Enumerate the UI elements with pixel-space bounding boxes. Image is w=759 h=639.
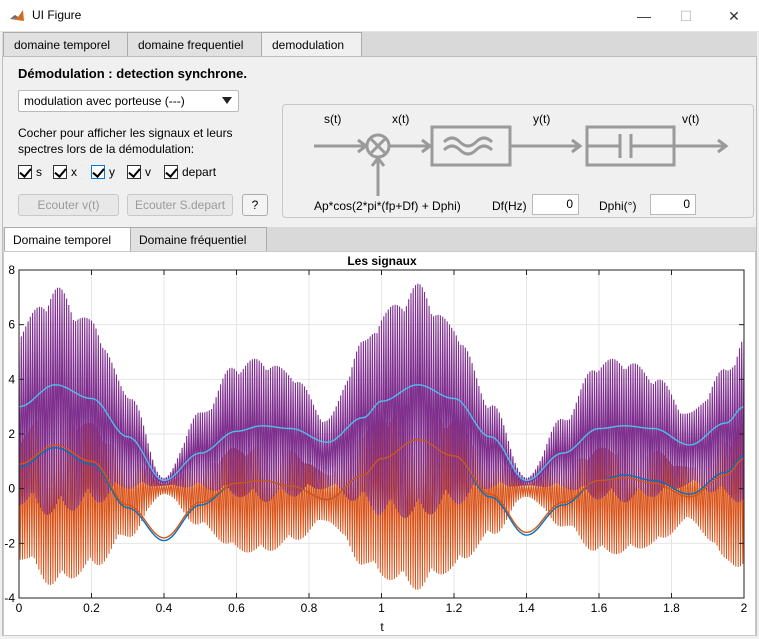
axes: 0 0.2 0.4 0.6 0.8 1 1.2 1.4 1.6 1.8 2 -4 -2 0 2 4 6 8: [4, 263, 747, 615]
block-diagram: [314, 125, 729, 196]
signals-chart: Les signaux t 0 0.2 0.4 0.6 0.8 1 1.2 1.4 1.6 1.8…: [4, 254, 747, 634]
title-bar: [0, 0, 759, 32]
tick-label-x: 2: [741, 601, 748, 615]
listen-v-button[interactable]: Ecouter v(t): [18, 194, 119, 216]
page-title: Démodulation : detection synchrone.: [18, 66, 247, 81]
checkmark-icon: [53, 165, 67, 179]
tab-domaine-frequentiel-sub[interactable]: Domaine fréquentiel: [130, 227, 267, 251]
checkmark-icon: [18, 165, 32, 179]
label-s: s(t): [324, 112, 342, 126]
minimize-button[interactable]: —: [637, 8, 651, 24]
df-label: Df(Hz): [492, 199, 527, 213]
checkmark-icon: [127, 165, 141, 179]
tick-label-x: 0.8: [301, 601, 318, 615]
tick-label-y: 2: [8, 427, 15, 441]
tick-label-y: -4: [4, 591, 15, 605]
tick-label-x: 0: [16, 601, 23, 615]
x-axis-label: t: [380, 620, 384, 634]
window-title: UI Figure: [32, 8, 82, 22]
checkmark-icon: [91, 165, 105, 179]
close-button[interactable]: ✕: [728, 7, 740, 24]
tick-label-y: 0: [8, 482, 15, 496]
chevron-down-icon: [222, 97, 232, 104]
tick-label-x: 0.4: [156, 601, 173, 615]
listen-depart-button[interactable]: Ecouter S.depart: [127, 194, 233, 216]
label-y: y(t): [533, 112, 551, 126]
label-v: v(t): [682, 112, 700, 126]
block-diagram-panel: [282, 104, 754, 218]
tab-domaine-frequentiel[interactable]: domaine frequentiel: [127, 32, 262, 56]
tick-label-y: 8: [8, 263, 15, 277]
tick-label-x: 1.6: [591, 601, 608, 615]
df-input[interactable]: 0: [532, 194, 579, 215]
maximize-button[interactable]: ☐: [679, 7, 693, 24]
tab-domaine-temporel-sub[interactable]: Domaine temporel: [4, 227, 131, 252]
tab-demodulation[interactable]: demodulation: [261, 32, 362, 57]
axes-box: [18, 269, 745, 599]
checkbox-x[interactable]: x: [53, 164, 77, 180]
series-s-line: [19, 384, 744, 482]
tick-label-x: 1.4: [518, 601, 535, 615]
checkmark-icon: [164, 165, 178, 179]
tick-label-y: 4: [8, 372, 15, 386]
instructions-text: Cocher pour afficher les signaux et leur…: [18, 126, 233, 156]
tick-label-x: 0.2: [83, 601, 100, 615]
dphi-input[interactable]: 0: [650, 194, 696, 215]
checkbox-depart[interactable]: depart: [164, 164, 216, 180]
carrier-formula: Ap*cos(2*pi*(fp+Df) + Dphi): [314, 199, 461, 213]
tick-label-x: 0.6: [228, 601, 245, 615]
series-x-oscillation: [19, 283, 744, 519]
series-depart-line: [19, 438, 744, 539]
chart-title: Les signaux: [347, 254, 417, 268]
tick-label-x: 1.2: [446, 601, 463, 615]
checkbox-v[interactable]: v: [127, 164, 151, 180]
tick-label-y: 6: [8, 318, 15, 332]
tick-label-x: 1: [378, 601, 385, 615]
matlab-icon: [9, 8, 25, 24]
checkbox-s[interactable]: s: [18, 164, 42, 180]
tab-domaine-temporel[interactable]: domaine temporel: [3, 32, 128, 56]
modulation-dropdown[interactable]: modulation avec porteuse (---): [18, 90, 239, 112]
label-x: x(t): [392, 112, 410, 126]
tick-label-x: 1.8: [663, 601, 680, 615]
checkbox-y[interactable]: y: [91, 164, 115, 180]
help-button[interactable]: ?: [242, 194, 268, 216]
tick-label-y: -2: [4, 536, 15, 550]
dphi-label: Dphi(°): [599, 199, 637, 213]
